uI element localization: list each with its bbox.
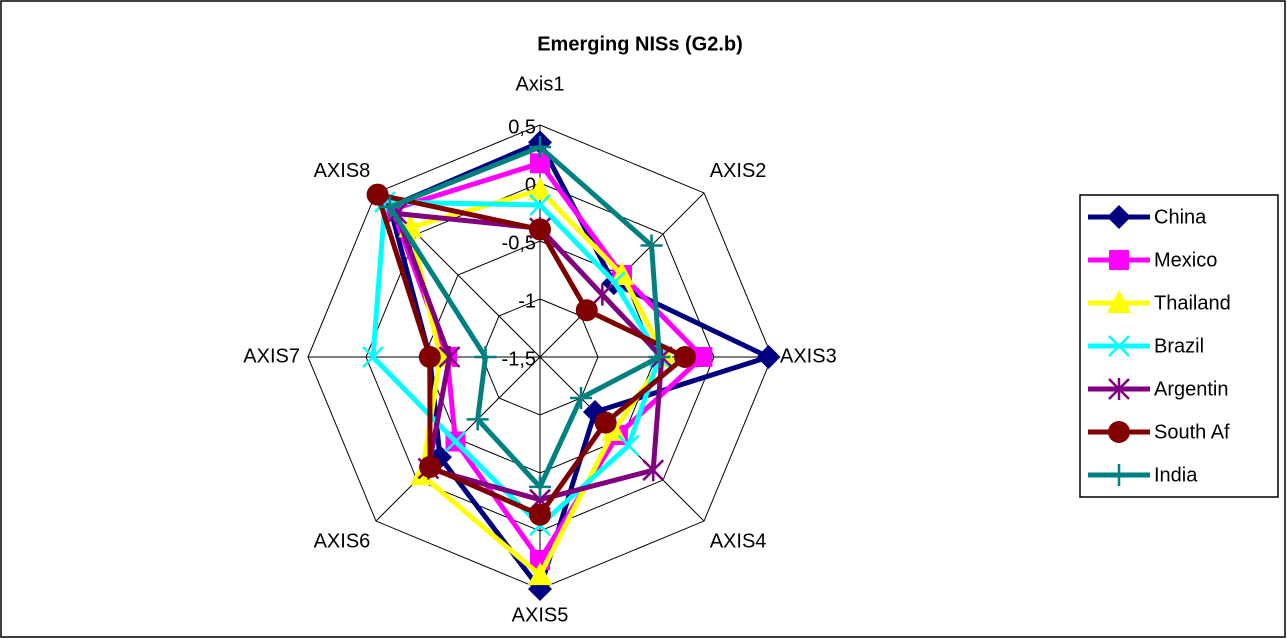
marker (444, 430, 467, 453)
marker (1108, 464, 1130, 486)
marker (1108, 378, 1130, 400)
marker (530, 153, 550, 174)
axis-label: Axis1 (516, 73, 565, 95)
legend-label: South Af (1154, 421, 1230, 443)
tick-label: 0 (525, 174, 536, 196)
marker (529, 194, 551, 216)
tick-label: -1,5 (502, 348, 536, 370)
marker (474, 346, 497, 368)
marker (362, 346, 384, 368)
axis-label: AXIS6 (314, 531, 371, 553)
legend-label: Brazil (1154, 335, 1204, 357)
axis-label: AXIS4 (710, 531, 767, 553)
axis-label: AXIS2 (710, 160, 767, 182)
marker (1107, 290, 1131, 313)
marker (528, 176, 552, 200)
legend-label: Thailand (1154, 292, 1231, 314)
marker (570, 387, 593, 410)
tick-label: -0,5 (502, 232, 536, 254)
marker (366, 183, 389, 206)
tick-label: 0,5 (508, 116, 536, 138)
legend-label: China (1154, 206, 1207, 228)
axis-label: AXIS8 (314, 160, 371, 182)
marker (1107, 205, 1131, 229)
marker (528, 562, 552, 586)
legend-label: Argentin (1154, 378, 1229, 400)
marker (418, 346, 441, 368)
chart-title: Emerging NISs (G2.b) (537, 33, 743, 55)
legend-label: India (1154, 464, 1198, 486)
marker (529, 475, 551, 498)
marker (640, 234, 663, 257)
marker (591, 283, 614, 306)
marker (575, 299, 598, 322)
marker (617, 434, 640, 457)
marker (648, 346, 671, 368)
axis-label: AXIS3 (780, 345, 837, 367)
marker (692, 347, 713, 367)
axis-label: AXIS5 (512, 604, 569, 626)
tick-label: -1 (518, 290, 536, 312)
marker (378, 195, 401, 218)
legend: China Mexico Thailand Brazil Argentin South A… (1088, 205, 1231, 486)
marker (674, 346, 696, 368)
series-layer (362, 130, 781, 601)
marker (529, 503, 551, 526)
marker (594, 411, 617, 434)
marker (529, 136, 551, 159)
marker (756, 345, 781, 369)
marker (438, 346, 461, 368)
marker (1109, 250, 1129, 270)
axis-label: AXIS7 (243, 345, 300, 367)
marker (419, 455, 442, 478)
marker (642, 459, 665, 482)
legend-label: Mexico (1154, 249, 1217, 271)
marker (529, 218, 551, 241)
marker (1108, 421, 1130, 443)
marker (1108, 335, 1130, 357)
marker (466, 408, 489, 431)
